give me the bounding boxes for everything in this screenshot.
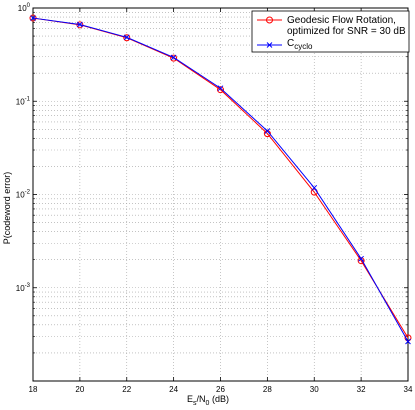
data-point-stroke (264, 128, 271, 134)
data-point-stroke (30, 15, 36, 21)
data-point (217, 86, 224, 94)
legend: Geodesic Flow Rotation, optimized for SN… (251, 10, 410, 53)
x-tick-label: 20 (75, 385, 84, 394)
grid (32, 8, 409, 382)
data-point-stroke (311, 184, 318, 191)
y-tick-label: 10-3 (16, 283, 31, 293)
y-tick-label: 10-2 (16, 190, 31, 200)
series-1 (30, 15, 411, 345)
data-point-stroke (217, 85, 224, 92)
series-line (32, 17, 409, 339)
y-axis-label: P(codeword error) (2, 172, 12, 245)
x-tick-label: 26 (216, 385, 225, 394)
data-point (170, 54, 177, 61)
data-point (264, 128, 271, 134)
legend-marker-ccyclo (266, 42, 273, 48)
data-point (311, 184, 318, 191)
x-tick-label: 28 (263, 385, 272, 394)
legend-label-geodesic-line2: optimized for SNR = 30 dB (287, 26, 406, 37)
legend-label-ccyclo: Ccyclo (287, 38, 313, 51)
x-tick-label: 24 (169, 385, 178, 394)
legend-marker-geodesic (266, 16, 273, 24)
legend-label-geodesic-line1: Geodesic Flow Rotation, (287, 15, 396, 26)
x-tick-label: 34 (404, 385, 413, 394)
data-point (405, 338, 411, 345)
data-point (357, 257, 365, 265)
series-layer (29, 14, 412, 345)
data-point (77, 21, 83, 28)
data-point (123, 34, 130, 41)
data-point (217, 85, 224, 92)
data-point (123, 34, 131, 42)
legend-x-stroke (266, 42, 273, 48)
x-tick-label: 30 (310, 385, 319, 394)
data-point (358, 255, 364, 262)
data-point-stroke (405, 338, 411, 345)
x-tick-label: 22 (122, 385, 131, 394)
x-axis-label: Es/N0 (dB) (187, 394, 229, 407)
data-point (30, 15, 36, 21)
data-point-stroke (358, 255, 364, 262)
data-point-stroke (123, 34, 130, 41)
data-point-stroke (170, 54, 177, 61)
x-tick-label: 32 (357, 385, 366, 394)
axis-ticks: 18 20 22 24 26 28 30 32 34 100 10-1 10-2 10-3 (16, 3, 413, 394)
y-tick-label: 10-1 (16, 96, 31, 106)
x-tick-label: 18 (29, 385, 38, 394)
y-tick-label: 100 (18, 3, 31, 13)
data-point (170, 54, 178, 62)
data-point-stroke (77, 21, 83, 28)
